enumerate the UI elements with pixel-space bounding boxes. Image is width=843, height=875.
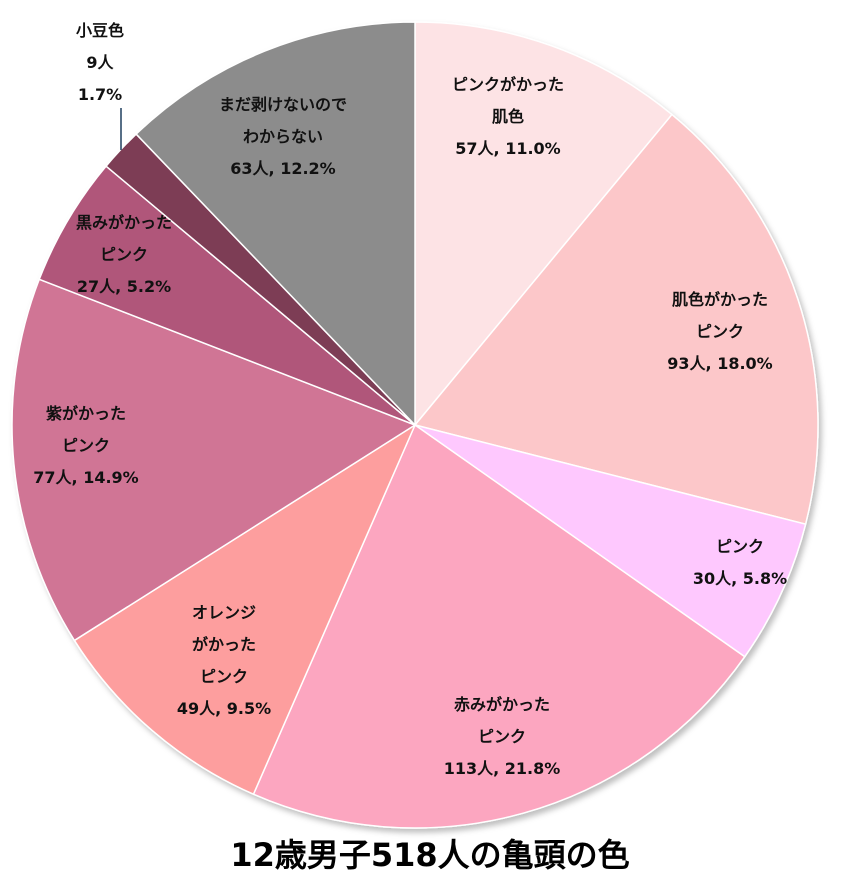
- pie-slice: [73, 423, 417, 796]
- slice-label: ピンク 30人, 5.8%: [693, 537, 787, 588]
- slice-label-line: ピンク: [200, 667, 248, 686]
- slice-label-line: 赤みがかった: [454, 695, 550, 714]
- slice-label-line: 30人, 5.8%: [693, 569, 787, 588]
- slice-label-line: ピンク: [716, 537, 764, 556]
- slice-label-line: 27人, 5.2%: [77, 277, 171, 296]
- slice-label-line: わからない: [243, 127, 323, 146]
- pie-slice: [414, 21, 674, 428]
- slice-label-line: ピンク: [100, 245, 148, 264]
- pie-slice: [414, 424, 807, 658]
- chart-title: 12歳男子518人の亀頭の色: [230, 836, 629, 874]
- slice-label-line: がかった: [192, 635, 256, 654]
- slice-label-line: 肌色: [492, 107, 524, 126]
- pie-slices: [11, 21, 819, 829]
- slice-label-line: 小豆色: [76, 21, 124, 40]
- slice-label: ピンクがかった肌色 57人, 11.0%: [452, 75, 564, 158]
- slice-label-line: 57人, 11.0%: [455, 139, 560, 158]
- slice-label-line: 紫がかった: [46, 404, 126, 423]
- slice-label-line: 肌色がかった: [672, 290, 768, 309]
- pie-slice: [11, 278, 417, 642]
- slice-label: 肌色がかったピンク 93人, 18.0%: [667, 290, 772, 373]
- slice-label: オレンジがかったピンク 49人, 9.5%: [177, 603, 271, 718]
- slice-label-line: 9人: [86, 53, 114, 72]
- slice-label-line: ピンク: [696, 322, 744, 341]
- slice-label-line: 77人, 14.9%: [33, 468, 138, 487]
- pie-slice: [252, 423, 746, 829]
- slice-label-line: 93人, 18.0%: [667, 354, 772, 373]
- slice-label-line: 49人, 9.5%: [177, 699, 271, 718]
- slice-label: 黒みがかったピンク 27人, 5.2%: [76, 213, 172, 296]
- slice-label: まだ剥けないのでわからない 63人, 12.2%: [219, 95, 347, 178]
- slice-label-line: ピンク: [478, 727, 526, 746]
- slice-label-line: 113人, 21.8%: [444, 759, 561, 778]
- slice-label-line: オレンジ: [192, 603, 256, 622]
- slice-label-line: ピンクがかった: [452, 75, 564, 94]
- slice-label: 小豆色 9人 1.7%: [76, 21, 124, 104]
- pie-slice: [135, 21, 416, 427]
- slice-label-line: 1.7%: [78, 85, 122, 104]
- pie-slice: [413, 113, 819, 526]
- slice-label: 紫がかったピンク 77人, 14.9%: [33, 404, 138, 487]
- slice-label-line: 63人, 12.2%: [230, 159, 335, 178]
- slice-label-line: まだ剥けないので: [219, 95, 347, 114]
- pie-labels: ピンクがかった肌色 57人, 11.0%肌色がかったピンク 93人, 18.0%ピン…: [33, 21, 787, 778]
- slice-label-line: 黒みがかった: [76, 213, 172, 232]
- slice-label: 赤みがかったピンク 113人, 21.8%: [444, 695, 561, 778]
- slice-label-line: ピンク: [62, 436, 110, 455]
